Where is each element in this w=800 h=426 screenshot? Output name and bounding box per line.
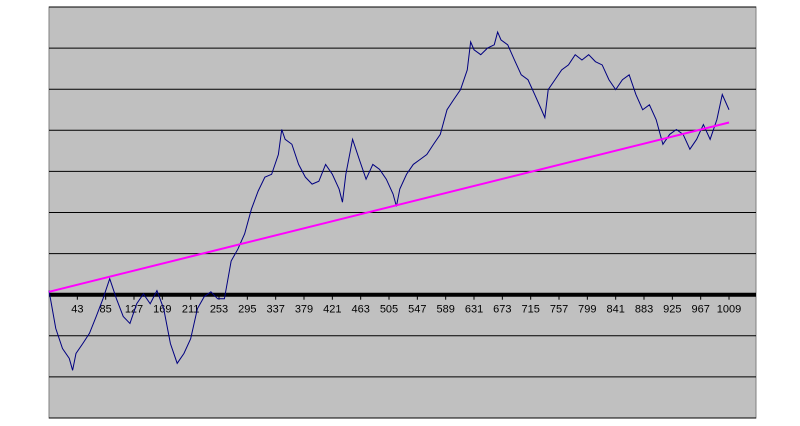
x-tick-label: 883 [635,304,653,316]
x-tick-label: 799 [578,304,596,316]
x-tick-label: 253 [210,304,228,316]
x-tick-label: 589 [436,304,454,316]
x-tick-label: 421 [323,304,341,316]
x-tick-label: 757 [550,304,568,316]
x-tick-label: 967 [692,304,710,316]
x-tick-label: 463 [351,304,369,316]
x-tick-label: 337 [266,304,284,316]
x-tick-label: 379 [295,304,313,316]
x-tick-label: 673 [493,304,511,316]
x-tick-label: 715 [521,304,539,316]
x-tick-label: 211 [182,304,200,316]
data-line [48,121,730,293]
x-tick-label: 169 [153,304,171,316]
x-tick-label: 1009 [717,304,741,316]
x-tick-label: 85 [100,304,112,316]
x-tick-label: 295 [238,304,256,316]
x-tick-label: 127 [125,304,143,316]
x-tick-label: 631 [465,304,483,316]
x-tick-label: 547 [408,304,426,316]
x-tick-label: 43 [71,304,83,316]
x-tick-label: 505 [380,304,398,316]
data-line [48,30,730,371]
x-tick-label: 841 [606,304,624,316]
x-tick-label: 925 [663,304,681,316]
